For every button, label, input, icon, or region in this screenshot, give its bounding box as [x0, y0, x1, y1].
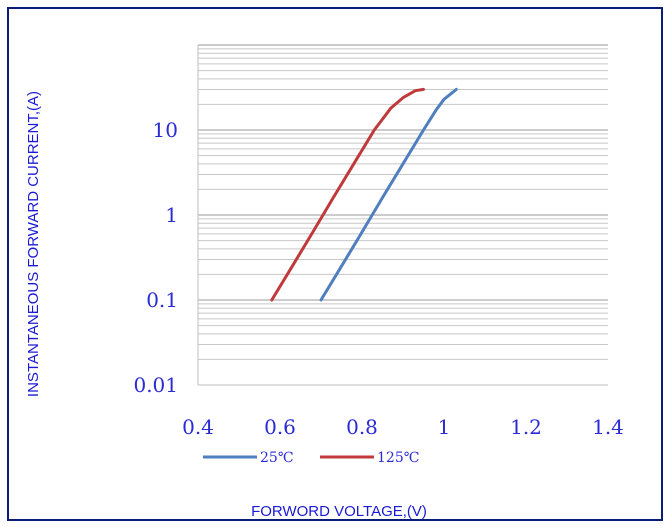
- x-tick-label: 1.4: [592, 415, 624, 439]
- y-tick-label: 10: [153, 118, 178, 142]
- chart-frame: [7, 7, 663, 521]
- axis-layer: [197, 45, 608, 386]
- x-tick-label: 1.2: [510, 415, 542, 439]
- y-tick-labels: 0.01 0.1 1 10: [133, 118, 178, 397]
- y-tick-label: 1: [165, 203, 178, 227]
- x-axis-title: FORWORD VOLTAGE,(V): [251, 503, 427, 520]
- x-tick-label: 1: [438, 415, 451, 439]
- y-tick-label: 0.01: [133, 373, 178, 397]
- x-tick-label: 0.4: [182, 415, 214, 439]
- legend: 25℃ 125℃: [203, 450, 419, 466]
- series-line-1: [270, 87, 425, 302]
- legend-label-25c: 25℃: [260, 450, 293, 466]
- x-tick-label: 0.6: [264, 415, 296, 439]
- x-tick-label: 0.8: [346, 415, 378, 439]
- series-line-0: [319, 87, 458, 302]
- legend-label-125c: 125℃: [377, 450, 419, 466]
- series-layer: [270, 87, 458, 302]
- y-tick-label: 0.1: [146, 288, 178, 312]
- x-tick-labels: 0.4 0.6 0.8 1 1.2 1.4: [182, 415, 624, 439]
- y-axis-title: INSTANTANEOUS FORWARD CURRENT,(A): [25, 91, 42, 397]
